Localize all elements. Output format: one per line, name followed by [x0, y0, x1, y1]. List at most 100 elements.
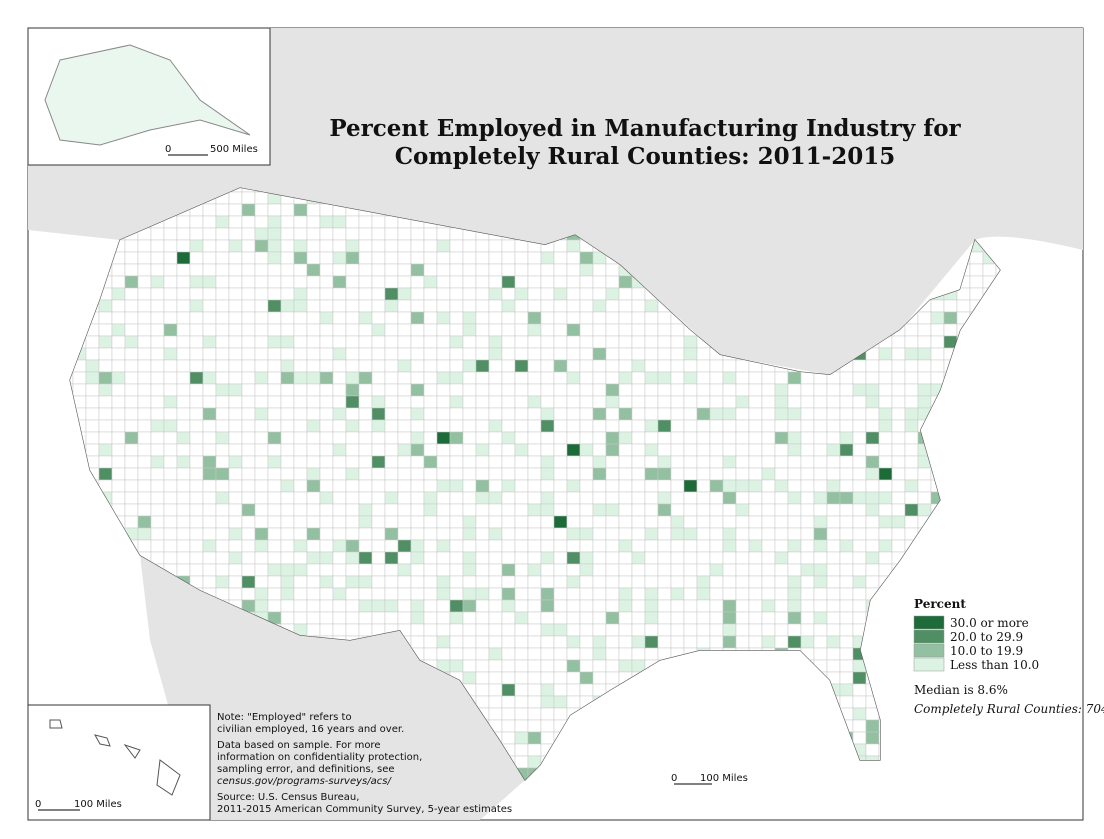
county [826, 575, 841, 589]
county [98, 443, 113, 457]
county [644, 431, 659, 445]
county [384, 275, 399, 289]
county [488, 371, 503, 385]
county [501, 263, 516, 277]
county [410, 563, 425, 577]
county [592, 347, 607, 361]
county [189, 539, 204, 553]
county [657, 527, 672, 541]
county [228, 431, 243, 445]
county [514, 311, 529, 325]
county [813, 587, 828, 601]
county [150, 491, 165, 505]
county [917, 347, 932, 361]
county [839, 491, 854, 505]
county [683, 563, 698, 577]
county [189, 431, 204, 445]
county [657, 311, 672, 325]
county [358, 551, 373, 565]
county [85, 419, 100, 433]
county [488, 431, 503, 445]
county [657, 419, 672, 433]
county [306, 443, 321, 457]
county [358, 347, 373, 361]
county [657, 323, 672, 337]
county [319, 263, 334, 277]
county [592, 443, 607, 457]
county [553, 647, 568, 661]
county [280, 527, 295, 541]
county [748, 431, 763, 445]
county [605, 407, 620, 421]
county [202, 503, 217, 517]
county [865, 467, 880, 481]
county [436, 299, 451, 313]
county [579, 563, 594, 577]
county [267, 371, 282, 385]
county [241, 455, 256, 469]
county [150, 287, 165, 301]
county [345, 371, 360, 385]
county [371, 503, 386, 517]
county [748, 419, 763, 433]
county [709, 407, 724, 421]
county [488, 563, 503, 577]
county [553, 587, 568, 601]
county [514, 731, 529, 745]
county [826, 383, 841, 397]
county [748, 443, 763, 457]
county [618, 275, 633, 289]
county [85, 359, 100, 373]
county [553, 563, 568, 577]
county [657, 575, 672, 589]
county [293, 551, 308, 565]
county [579, 299, 594, 313]
county [436, 239, 451, 253]
county [878, 467, 893, 481]
county [163, 263, 178, 277]
county [384, 299, 399, 313]
county [462, 551, 477, 565]
county [527, 359, 542, 373]
county [462, 659, 477, 673]
county [553, 287, 568, 301]
county [436, 539, 451, 553]
county [462, 455, 477, 469]
county [761, 599, 776, 613]
county [137, 323, 152, 337]
county [215, 299, 230, 313]
county [280, 323, 295, 337]
county [631, 371, 646, 385]
county [280, 227, 295, 241]
county [358, 311, 373, 325]
county [865, 431, 880, 445]
county [332, 539, 347, 553]
county [566, 359, 581, 373]
county [436, 251, 451, 265]
county [384, 551, 399, 565]
county [514, 503, 529, 517]
county [319, 227, 334, 241]
county [462, 443, 477, 457]
county [462, 587, 477, 601]
county [241, 335, 256, 349]
county [423, 227, 438, 241]
county [189, 287, 204, 301]
county [657, 635, 672, 649]
county [228, 287, 243, 301]
county [800, 407, 815, 421]
county [280, 551, 295, 565]
county [163, 431, 178, 445]
county [189, 263, 204, 277]
county [280, 407, 295, 421]
county [488, 251, 503, 265]
county [267, 431, 282, 445]
county [280, 251, 295, 265]
county [280, 335, 295, 349]
county [644, 623, 659, 637]
county [202, 491, 217, 505]
county [566, 239, 581, 253]
county [280, 287, 295, 301]
county [319, 503, 334, 517]
county [267, 563, 282, 577]
